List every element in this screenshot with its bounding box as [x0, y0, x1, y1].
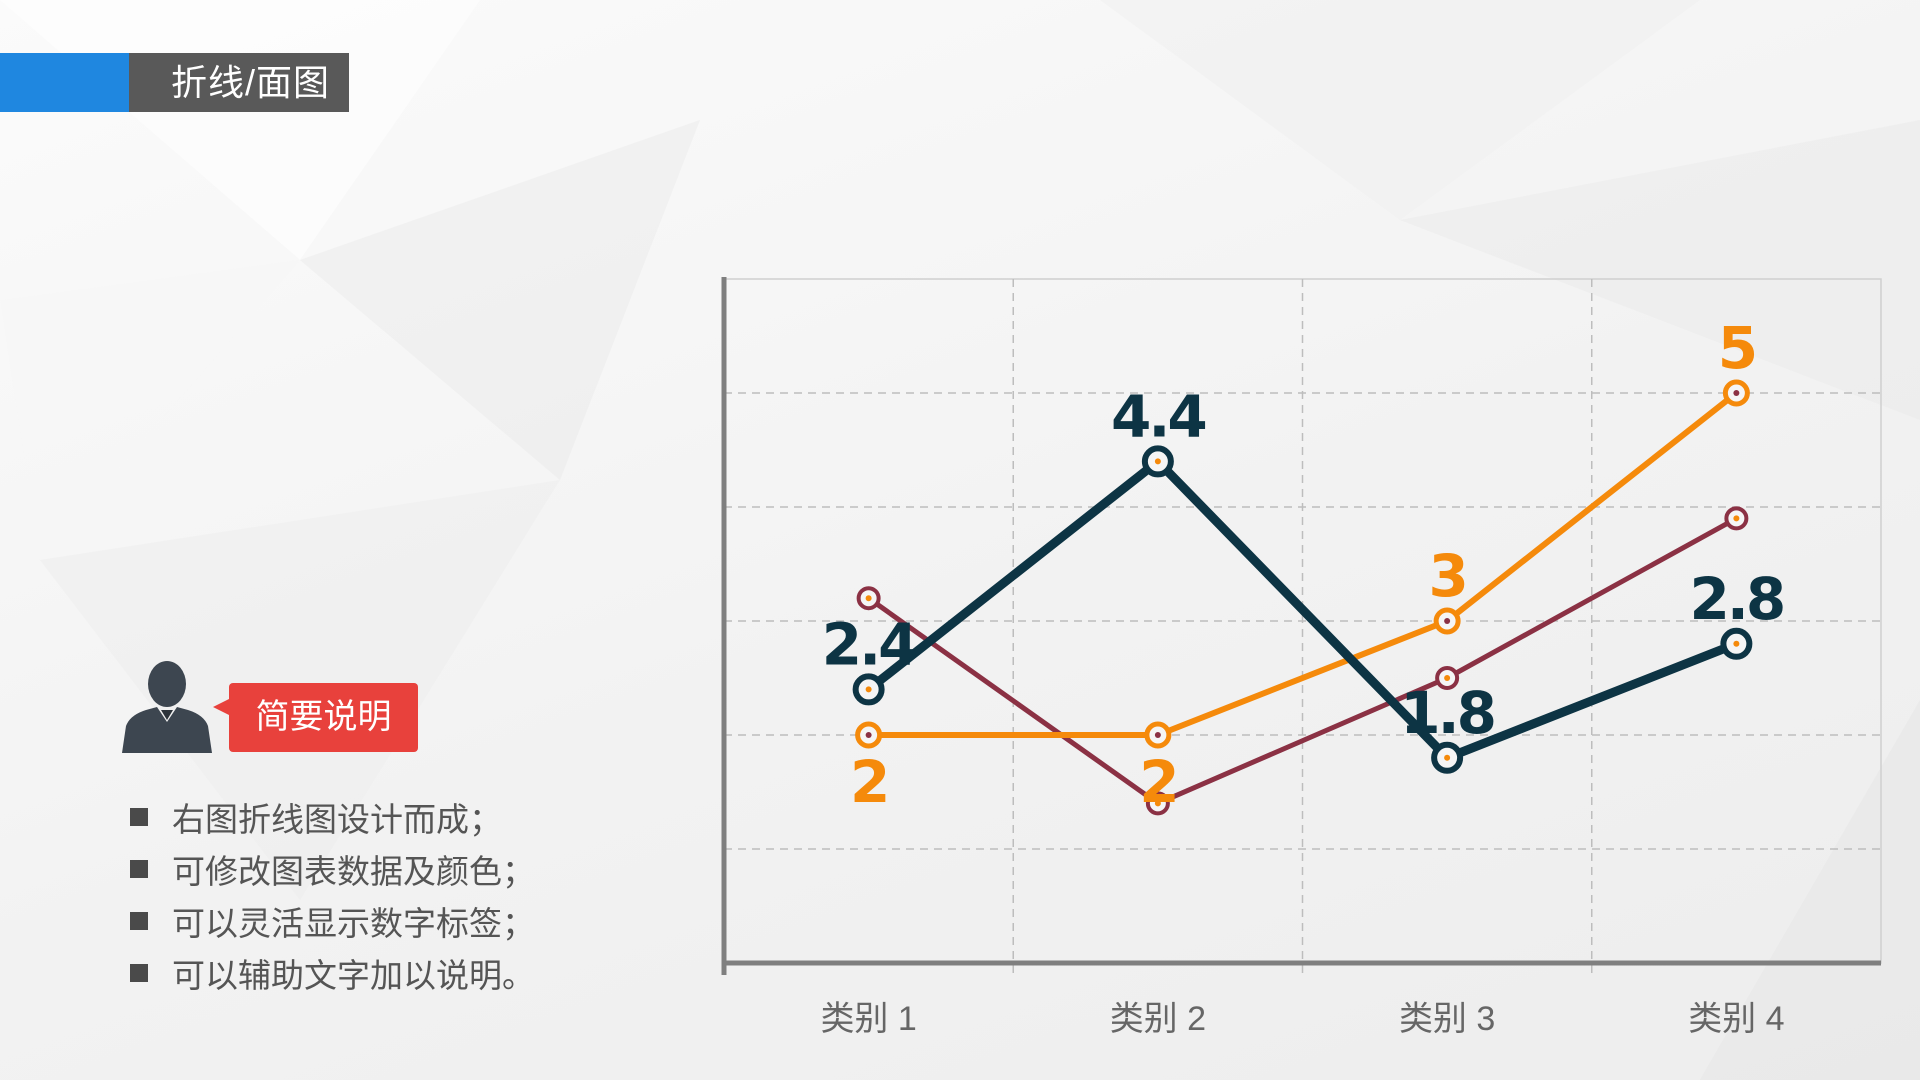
data-point-center [1154, 732, 1161, 738]
data-label: 4.4 [1111, 382, 1205, 450]
x-tick-label: 类别 1 [820, 1000, 916, 1038]
square-bullet-icon [130, 912, 148, 930]
data-label: 2.8 [1690, 565, 1784, 633]
x-tick-label: 类别 2 [1110, 1000, 1206, 1038]
slide-title: 折线/面图 [129, 53, 349, 112]
data-label: 2 [1139, 748, 1176, 816]
data-label: 3 [1428, 542, 1465, 610]
x-tick-label: 类别 4 [1688, 1000, 1784, 1038]
bullet-text: 可以辅助文字加以说明。 [172, 957, 535, 994]
data-point-center [865, 595, 872, 602]
data-label: 1.8 [1400, 679, 1494, 747]
data-point-center [1733, 640, 1740, 647]
data-point-center [1154, 458, 1161, 465]
bullet-text: 可修改图表数据及颜色； [172, 853, 535, 890]
slide-title-bar: 折线/面图 [0, 53, 349, 112]
title-accent-block [0, 53, 129, 112]
data-point-center [1154, 800, 1161, 807]
data-label: 5 [1718, 314, 1755, 382]
data-point-center [1444, 675, 1451, 681]
list-item: 可以辅助文字加以说明。 [130, 947, 535, 999]
data-point-center [865, 686, 872, 693]
list-item: 可以灵活显示数字标签； [130, 895, 535, 947]
data-point-center [1733, 515, 1740, 522]
person-icon [122, 661, 212, 753]
data-label: 2 [850, 748, 887, 816]
square-bullet-icon [130, 808, 148, 826]
x-tick-label: 类别 3 [1399, 1000, 1495, 1038]
series-line [865, 390, 1740, 738]
data-point-center [865, 732, 872, 738]
series-line [866, 515, 1739, 806]
list-item: 右图折线图设计而成； [130, 791, 535, 843]
square-bullet-icon [130, 860, 148, 878]
bullet-text: 可以灵活显示数字标签； [172, 905, 535, 942]
bullet-text: 右图折线图设计而成； [172, 801, 502, 838]
data-label: 2.4 [822, 610, 916, 678]
data-point-center [1444, 618, 1451, 624]
data-point-center [1444, 754, 1451, 761]
data-point-center [1733, 390, 1740, 396]
list-item: 可修改图表数据及颜色； [130, 843, 535, 895]
bullet-list: 右图折线图设计而成； 可修改图表数据及颜色； 可以灵活显示数字标签； 可以辅助文… [130, 791, 535, 999]
series-line [864, 456, 1741, 763]
square-bullet-icon [130, 964, 148, 982]
callout-badge: 简要说明 [213, 683, 418, 752]
